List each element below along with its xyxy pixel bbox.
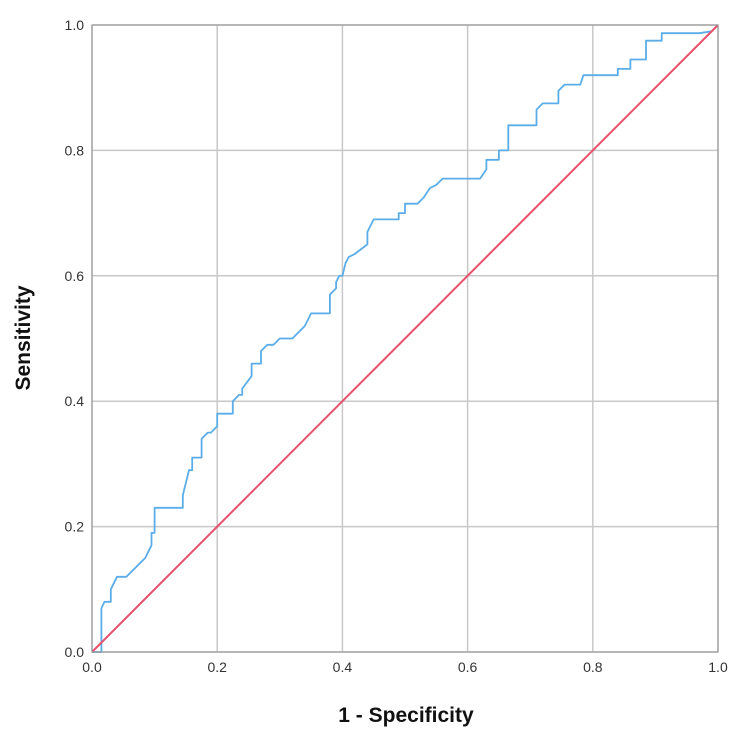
x-tick-label: 0.2 bbox=[207, 659, 227, 675]
roc-curve-line bbox=[92, 24, 719, 653]
series-layer bbox=[91, 24, 719, 653]
y-tick-label: 0.4 bbox=[65, 393, 85, 409]
y-tick-label: 0.8 bbox=[65, 142, 85, 158]
plot-frame bbox=[91, 24, 719, 653]
x-tick-label: 0.8 bbox=[583, 659, 603, 675]
y-tick-label: 0.2 bbox=[65, 519, 85, 535]
x-axis-label: 1 - Specificity bbox=[338, 704, 474, 727]
x-tick-label: 0.6 bbox=[458, 659, 478, 675]
x-tick-label: 0.0 bbox=[82, 659, 102, 675]
x-tick-labels: 0.0 0.2 0.4 0.6 0.8 1.0 bbox=[82, 659, 728, 675]
y-tick-labels: 0.0 0.2 0.4 0.6 0.8 1.0 bbox=[65, 17, 85, 660]
y-tick-label: 1.0 bbox=[65, 17, 85, 33]
reference-diagonal-line bbox=[91, 24, 719, 653]
x-tick-label: 0.4 bbox=[333, 659, 353, 675]
x-tick-label: 1.0 bbox=[708, 659, 728, 675]
y-axis-label: Sensitivity bbox=[12, 285, 35, 390]
y-tick-label: 0.0 bbox=[65, 644, 85, 660]
y-tick-label: 0.6 bbox=[65, 268, 85, 284]
